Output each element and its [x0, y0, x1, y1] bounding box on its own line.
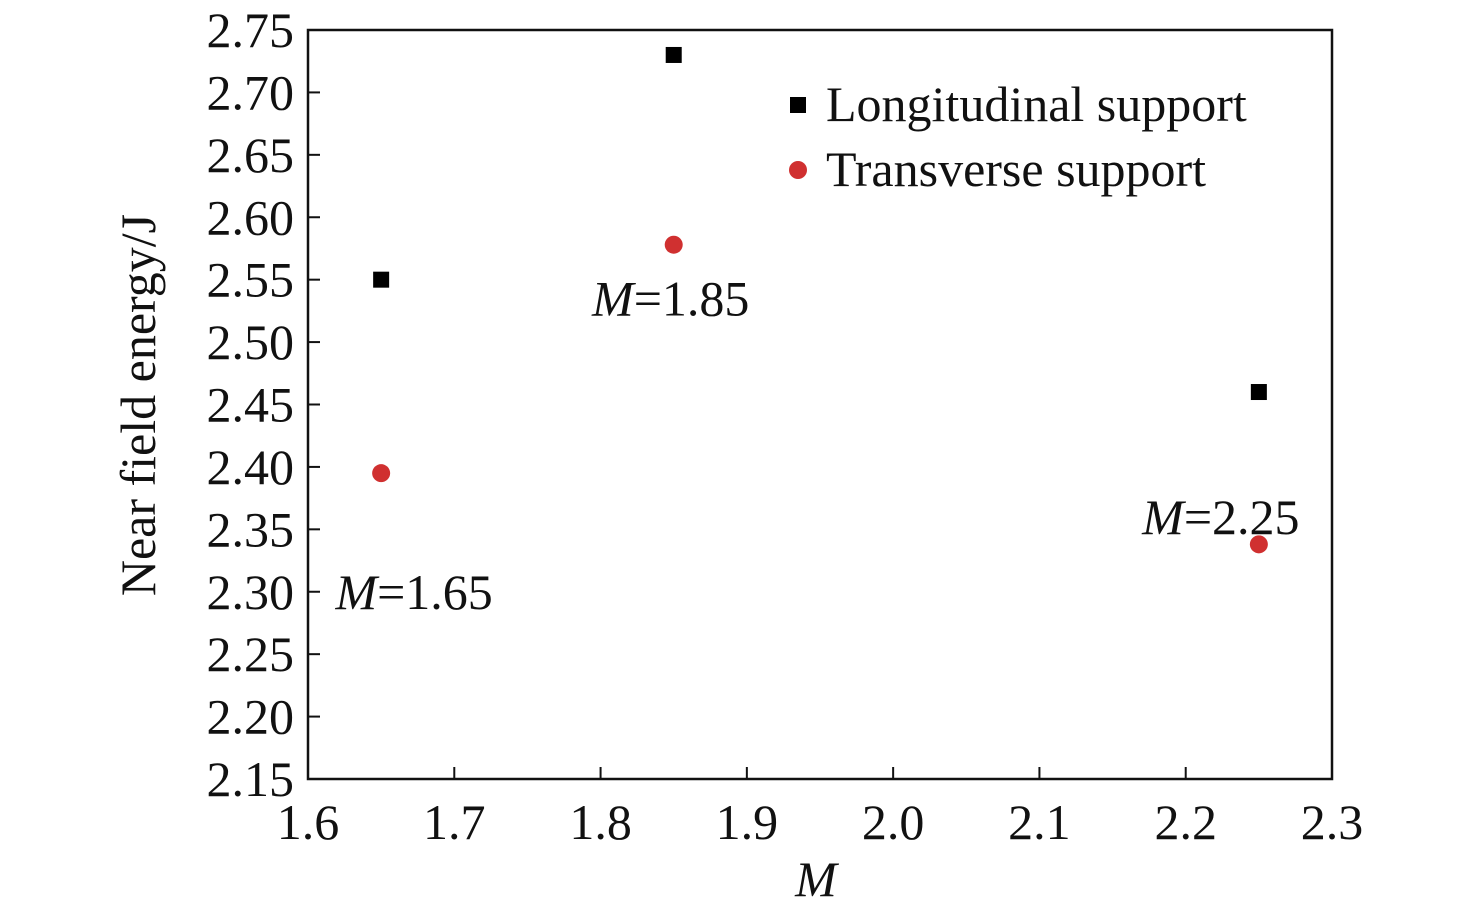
y-tick-label: 2.30 — [207, 564, 295, 620]
y-tick-label: 2.60 — [207, 189, 295, 245]
y-tick-label: 2.35 — [207, 501, 295, 557]
longitudinal-support-point — [1250, 384, 1267, 401]
legend-label: Transverse support — [826, 141, 1206, 197]
annotation-variable: M — [591, 270, 636, 326]
transverse-support-point — [1249, 535, 1268, 554]
legend-label: Longitudinal support — [826, 76, 1247, 132]
annotation-value: =2.25 — [1184, 489, 1300, 545]
y-tick-label: 2.45 — [207, 377, 295, 433]
annotation-variable: M — [1141, 489, 1186, 545]
x-tick-label: 2.2 — [1154, 794, 1217, 850]
y-tick-label: 2.15 — [207, 751, 295, 807]
annotation-value: =1.65 — [377, 564, 493, 620]
y-tick-label: 2.55 — [207, 252, 295, 308]
annotation-label: M=1.85 — [591, 270, 749, 326]
annotation-variable: M — [334, 564, 379, 620]
x-axis-label: M — [794, 851, 839, 907]
x-tick-label: 2.0 — [862, 794, 925, 850]
x-tick-label: 2.1 — [1008, 794, 1071, 850]
longitudinal-support-point — [373, 271, 390, 288]
x-tick-label: 1.6 — [277, 794, 340, 850]
x-tick-label: 1.7 — [423, 794, 486, 850]
transverse-support-point — [372, 464, 391, 483]
y-tick-label: 2.75 — [207, 2, 295, 58]
y-tick-label: 2.25 — [207, 626, 295, 682]
legend-marker-transverse — [789, 161, 807, 179]
longitudinal-support-point — [665, 46, 682, 63]
transverse-support-point — [664, 235, 683, 254]
legend-marker-longitudinal — [790, 97, 806, 113]
y-tick-label: 2.65 — [207, 127, 295, 183]
x-tick-label: 1.9 — [716, 794, 779, 850]
x-tick-label: 1.8 — [569, 794, 632, 850]
y-axis-label: Near field energy/J — [110, 214, 166, 596]
x-tick-label: 2.3 — [1301, 794, 1364, 850]
y-tick-label: 2.20 — [207, 689, 295, 745]
annotation-label: M=1.65 — [334, 564, 492, 620]
annotation-value: =1.85 — [634, 270, 750, 326]
annotation-label: M=2.25 — [1141, 489, 1299, 545]
y-tick-label: 2.40 — [207, 439, 295, 495]
y-tick-label: 2.70 — [207, 64, 295, 120]
y-tick-label: 2.50 — [207, 314, 295, 370]
